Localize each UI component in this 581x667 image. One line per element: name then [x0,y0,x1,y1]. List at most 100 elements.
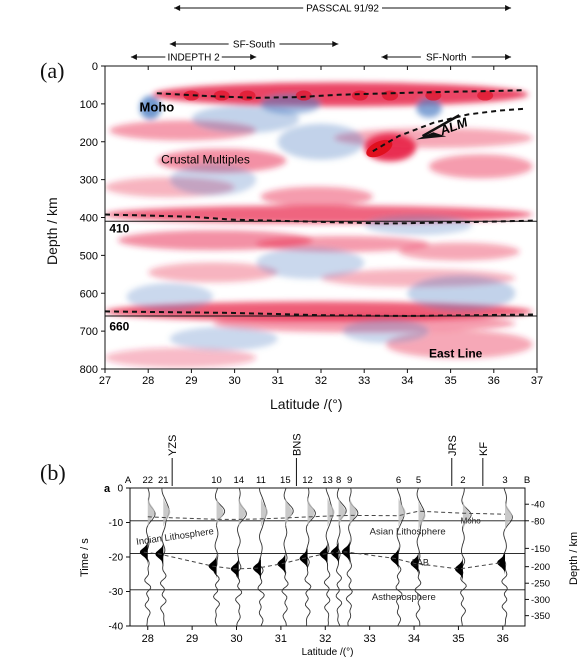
suture-label: YZS [167,435,179,456]
segment-arrow-left [130,54,137,60]
suture-label: BNS [291,433,303,456]
segment-label: PASSCAL 91/92 [306,4,379,15]
amplitude-blob [126,283,213,312]
amplitude-blob [277,123,365,160]
station-trace [277,487,294,627]
moho-lobe [163,498,171,526]
y-tick-label: 600 [80,288,98,300]
lat-tick-label: 35 [452,633,464,645]
time-tick-label: -10 [109,518,124,529]
trace-line [460,487,472,627]
crustal-multiples-label: Crustal Multiples [161,153,250,167]
x-tick-label: 31 [272,375,284,387]
asian-lithosphere-label: Asian Lithosphere [370,527,446,538]
moho-bright-spot [295,90,312,101]
station-id: 21 [158,475,169,486]
depth-tick-label: -150 [531,544,550,555]
amplitude-blob [148,262,278,283]
d410-label: 410 [109,222,129,236]
lab-label: LAB [412,558,429,568]
y-tick-label: 700 [80,326,98,338]
time-tick-label: -20 [109,553,124,564]
alm-dashed-line [372,107,525,153]
amplitude-blob [169,163,257,196]
moho-lobe [418,501,426,530]
moho-lobe [462,501,470,530]
lat-tick-label: 31 [275,633,287,645]
suture-label: KF [478,442,490,456]
station-id: 22 [142,475,153,486]
lab-dashed-curve [143,551,502,570]
alm-arrowhead [416,132,447,140]
amplitude-blob [416,97,442,118]
suture-label: JRS [447,435,459,456]
profile-end-right: B [524,475,530,486]
lab-lobe [277,551,286,576]
x-tick-label: 27 [99,375,111,387]
segment-arrow-right [250,54,257,60]
depth-axis-title: Depth / km [568,532,580,585]
station-id: 12 [302,475,313,486]
moho-dashed-curve [147,510,506,520]
y-tick-label: 100 [80,99,98,111]
lat-tick-label: 32 [319,633,331,645]
amplitude-blob [398,242,520,261]
station-id: 5 [416,475,421,486]
depth-tick-label: -300 [531,595,550,606]
time-tick-label: -30 [109,587,124,598]
moho-dashed-line [156,89,525,99]
d660-dashed-line [104,310,538,317]
alm-arrow [421,114,460,138]
station-id: 8 [336,475,341,486]
station-trace [497,487,513,627]
depth-tick-label: -40 [531,500,545,511]
station-id: 13 [322,475,333,486]
y-tick-label: 0 [92,61,98,73]
station-id: 11 [256,475,266,486]
moho-lobe [147,498,155,526]
panel-a-label: (a) [40,58,65,83]
segment-arrow-left [174,5,181,11]
trace-line [335,487,347,627]
amplitude-blob [191,105,300,134]
amplitude-blob [364,215,473,236]
amplitude-blob [260,186,373,207]
amplitude-blob [105,347,257,368]
depth-tick-label: -200 [531,562,550,573]
time-tick-label: -40 [109,622,124,633]
amplitude-blob [407,275,516,312]
x-tick-label: 37 [531,375,543,387]
line-name-label: East Line [429,347,483,361]
segment-arrow-right [505,5,512,11]
trace-line [213,487,226,627]
x-tick-label: 28 [142,375,154,387]
lab-lobe [497,550,506,575]
lat-tick-label: 36 [497,633,509,645]
moho-lobe [349,498,357,526]
station-trace [139,487,156,627]
survey-segment-bars: PASSCAL 91/92 SF-South INDEPTH 2 SF-North [130,2,512,64]
amplitude-blob [342,319,429,344]
asthenosphere-label: Asthenosphere [372,592,436,603]
x-tick-label: 33 [358,375,370,387]
x-tick-label: 34 [401,375,413,387]
station-id: 14 [233,475,244,486]
amplitude-blob [139,95,162,120]
y-tick-label: 400 [80,213,98,225]
moho-lobe [505,501,512,530]
segment-label-bg [420,51,472,63]
moho-lobe [338,498,346,526]
moho-label-b: Moho [461,517,482,526]
x-tick-label: 35 [444,375,456,387]
moho-lobe [285,498,293,526]
trace-line [281,487,294,627]
y-tick-label: 200 [80,137,98,149]
panel-a-xlabel: Latitude /(°) [270,396,343,412]
station-id: 9 [347,475,352,486]
moho-lobe [327,498,335,526]
moho-bright-spot [239,90,256,101]
segment-label-bg [165,51,222,63]
trace-line [345,487,359,627]
